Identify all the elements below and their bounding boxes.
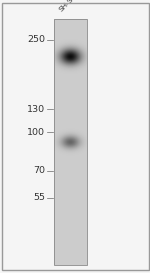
Text: 70: 70 bbox=[33, 166, 45, 175]
Text: SH-SY5Y: SH-SY5Y bbox=[57, 0, 84, 12]
Text: 55: 55 bbox=[33, 194, 45, 202]
Text: 130: 130 bbox=[27, 105, 45, 114]
Text: 250: 250 bbox=[27, 35, 45, 44]
Text: 100: 100 bbox=[27, 128, 45, 137]
